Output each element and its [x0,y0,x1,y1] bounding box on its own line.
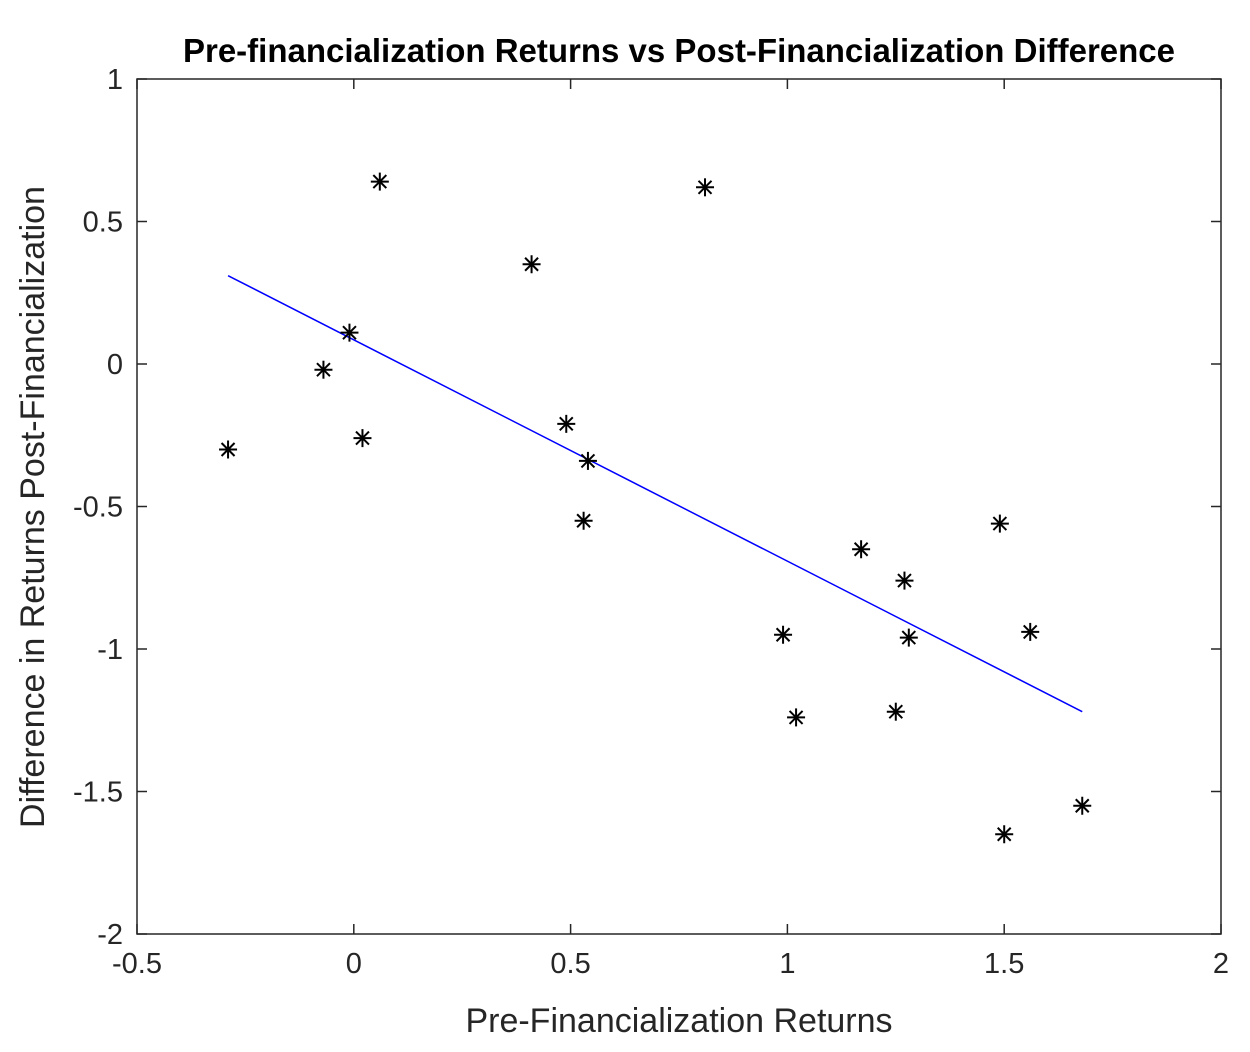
asterisk-marker-stroke [580,453,596,469]
asterisk-marker-stroke [1023,624,1038,640]
asterisk-marker-stroke [897,573,912,588]
asterisk-marker-stroke [996,827,1012,842]
asterisk-marker-stroke [775,627,791,642]
scatter-point [557,414,576,433]
x-axis: -0.5 0 0.5 1 1.5 2 [112,79,1229,980]
y-tick-label: -1 [97,634,123,666]
fit-line-layer [227,274,1083,713]
asterisk-marker-stroke [372,174,388,189]
scatter-point [995,825,1014,844]
x-tick-label: 1 [779,948,795,980]
scatter-point [899,628,918,647]
scatter-point [578,451,597,470]
scatter-point [787,708,806,727]
scatter-point [314,360,333,379]
asterisk-marker-stroke [576,513,591,528]
trend-line [227,274,1083,713]
asterisk-marker-stroke [524,257,539,272]
asterisk-marker-stroke [697,180,713,195]
x-axis-label: Pre-Financialization Returns [465,1002,892,1040]
y-tick-label: 0 [107,349,123,381]
y-tick-label: 1 [107,64,123,96]
scatter-point [852,540,871,559]
scatter-point [774,625,793,644]
asterisk-marker-stroke [992,516,1008,531]
x-tick-label: 0 [346,948,362,980]
scatter-point [219,440,238,459]
x-tick-label: 1.5 [984,948,1024,980]
scatter-point [895,571,914,590]
y-tick-label: -2 [97,919,123,951]
y-axis-label: Difference in Returns Post-Financializat… [14,186,52,828]
scatter-point [886,702,905,721]
y-axis: -2 -1.5 -1 -0.5 0 0.5 1 [73,64,1221,951]
asterisk-marker-stroke [342,325,357,340]
y-tick-label: -1.5 [73,777,123,809]
scatter-point [522,255,541,274]
scatter-points-layer [219,172,1092,844]
chart-title: Pre-financialization Returns vs Post-Fin… [183,32,1175,69]
scatter-point [353,429,372,448]
asterisk-marker-stroke [788,710,804,725]
asterisk-marker-stroke [355,430,370,446]
x-tick-label: 2 [1213,948,1229,980]
asterisk-marker-stroke [220,442,236,457]
x-tick-label: 0.5 [550,948,590,980]
scatter-point [1021,622,1040,641]
scatter-point [1073,796,1092,815]
scatter-point [990,514,1009,533]
asterisk-marker-stroke [559,416,574,432]
y-tick-label: -0.5 [73,492,123,524]
asterisk-marker-stroke [888,704,904,719]
asterisk-marker-stroke [1075,798,1090,813]
asterisk-marker-stroke [901,630,917,645]
scatter-point [696,178,715,197]
scatter-point [574,511,593,530]
asterisk-marker-stroke [853,542,869,557]
asterisk-marker-stroke [316,362,331,377]
scatter-point [340,323,359,342]
x-tick-label: -0.5 [112,948,162,980]
scatter-point [370,172,389,191]
y-tick-label: 0.5 [83,207,123,239]
